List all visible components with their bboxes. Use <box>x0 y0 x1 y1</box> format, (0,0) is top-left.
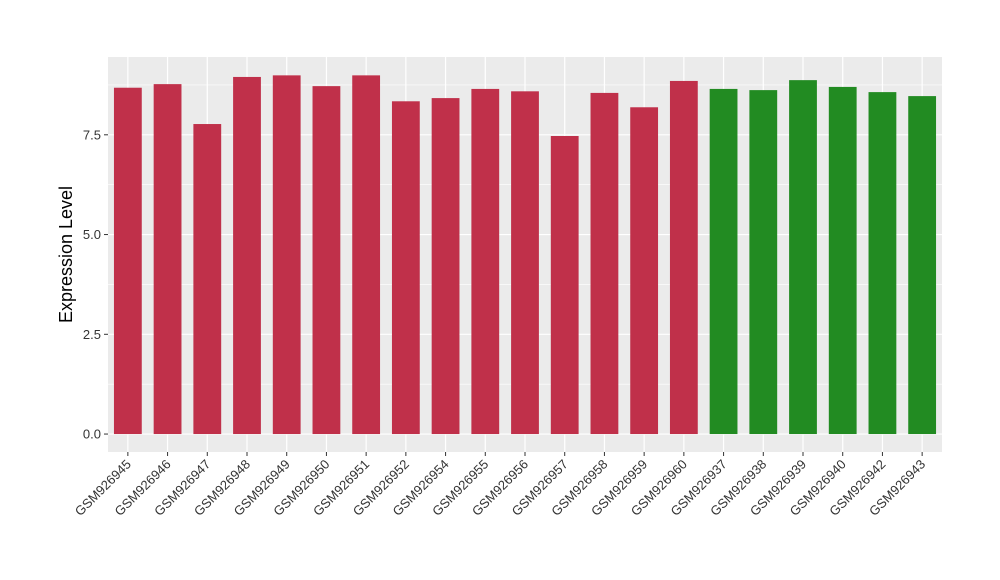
bar-GSM926939 <box>789 80 817 435</box>
bar-GSM926954 <box>431 98 460 435</box>
y-tick-label: 5.0 <box>83 227 101 242</box>
bar-GSM926952 <box>391 101 420 435</box>
bar-GSM926948 <box>233 76 261 435</box>
bar-GSM926960 <box>669 80 698 435</box>
bars <box>113 75 937 435</box>
y-tick-label: 0.0 <box>83 427 101 442</box>
y-tick-label: 2.5 <box>83 327 101 342</box>
bar-GSM926940 <box>828 86 857 435</box>
bar-GSM926955 <box>471 88 500 435</box>
x-axis: GSM926945GSM926946GSM926947GSM926948GSM9… <box>72 452 928 519</box>
bar-GSM926938 <box>749 90 778 435</box>
bar-GSM926942 <box>868 92 897 435</box>
bar-GSM926949 <box>272 75 301 435</box>
y-tick-label: 7.5 <box>83 127 101 142</box>
bar-GSM926945 <box>113 87 142 435</box>
bar-GSM926959 <box>630 107 659 435</box>
bar-GSM926946 <box>153 84 182 435</box>
bar-GSM926947 <box>193 124 222 435</box>
bar-GSM926957 <box>550 136 579 435</box>
bar-GSM926956 <box>511 91 539 435</box>
bar-GSM926958 <box>590 92 619 435</box>
bar-GSM926943 <box>908 96 937 435</box>
bar-GSM926950 <box>312 86 341 435</box>
y-axis: 0.0 2.5 5.0 7.5 <box>83 127 108 442</box>
bar-GSM926937 <box>709 88 738 435</box>
y-axis-title: Expression Level <box>56 186 76 323</box>
bar-GSM926951 <box>352 75 381 435</box>
